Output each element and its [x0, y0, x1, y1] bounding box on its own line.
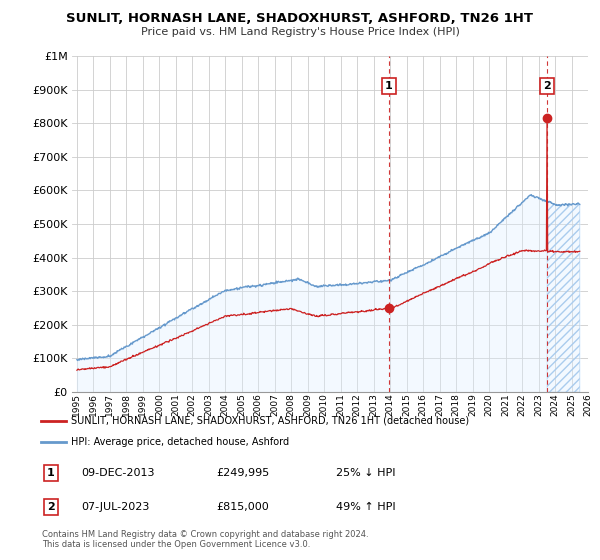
Text: HPI: Average price, detached house, Ashford: HPI: Average price, detached house, Ashf…: [71, 437, 289, 446]
Text: 1: 1: [47, 468, 55, 478]
Text: 09-DEC-2013: 09-DEC-2013: [81, 468, 155, 478]
Text: Contains HM Land Registry data © Crown copyright and database right 2024.: Contains HM Land Registry data © Crown c…: [42, 530, 368, 539]
Text: £249,995: £249,995: [216, 468, 269, 478]
Text: £815,000: £815,000: [216, 502, 269, 512]
Text: 25% ↓ HPI: 25% ↓ HPI: [336, 468, 395, 478]
Text: 1: 1: [385, 81, 393, 91]
Text: 2: 2: [543, 81, 551, 91]
Text: 49% ↑ HPI: 49% ↑ HPI: [336, 502, 395, 512]
Text: 07-JUL-2023: 07-JUL-2023: [81, 502, 149, 512]
Text: SUNLIT, HORNASH LANE, SHADOXHURST, ASHFORD, TN26 1HT: SUNLIT, HORNASH LANE, SHADOXHURST, ASHFO…: [67, 12, 533, 25]
Text: Price paid vs. HM Land Registry's House Price Index (HPI): Price paid vs. HM Land Registry's House …: [140, 27, 460, 37]
Text: SUNLIT, HORNASH LANE, SHADOXHURST, ASHFORD, TN26 1HT (detached house): SUNLIT, HORNASH LANE, SHADOXHURST, ASHFO…: [71, 416, 469, 426]
Text: 2: 2: [47, 502, 55, 512]
Text: This data is licensed under the Open Government Licence v3.0.: This data is licensed under the Open Gov…: [42, 540, 310, 549]
